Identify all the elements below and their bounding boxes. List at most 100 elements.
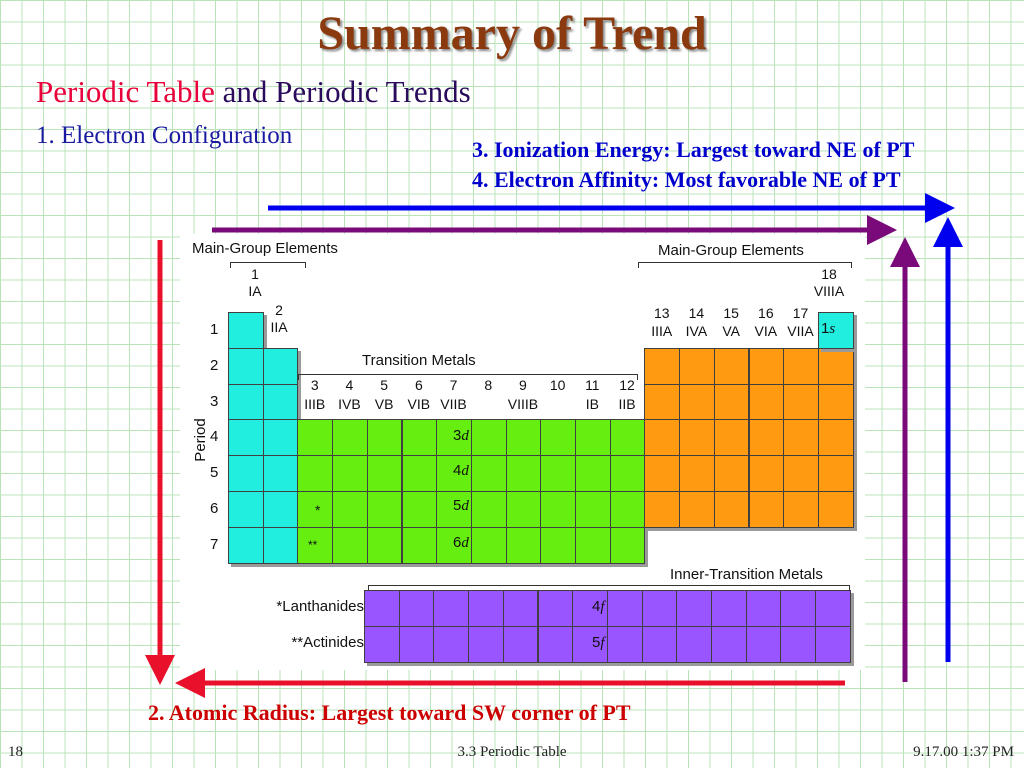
group-number: 17 [792, 305, 809, 321]
group-label: 12 IIB [606, 376, 649, 414]
d-block-cell [297, 491, 334, 528]
group-2-roman: IIA [270, 319, 288, 335]
group-2-number: 2 [275, 302, 283, 318]
group-number: 3 [310, 377, 319, 393]
group-roman: IIIA [651, 323, 673, 339]
group-number: 15 [723, 305, 739, 321]
group-1-roman: IA [248, 283, 262, 299]
d-block-cell [540, 491, 576, 528]
item-ionization-energy: 3. Ionization Energy: Largest toward NE … [472, 137, 915, 162]
s-block-cell [228, 455, 264, 492]
p-block-cell [748, 455, 785, 492]
p-block-cell [644, 347, 681, 385]
period-number: 6 [210, 500, 219, 517]
p-block-cell [679, 347, 715, 385]
d-block-cell [366, 526, 403, 564]
main-group-right-bracket [638, 262, 852, 268]
subtitle-periodic-trends: and Periodic Trends [214, 74, 471, 109]
group-label: 3 IIIB [293, 376, 336, 414]
orbital-4d: 4d [453, 462, 469, 480]
orbital-5d: 5d [453, 497, 469, 515]
group-number: 12 [619, 377, 635, 393]
orbital-6d: 6d [453, 534, 469, 552]
group-roman: IVA [685, 323, 708, 339]
group-roman: VIA [754, 323, 778, 339]
p-block-cell [644, 491, 681, 528]
orbital-5d-number: 5 [453, 497, 462, 514]
group-label: 11 IB [571, 376, 614, 414]
p-block-cell [783, 347, 819, 385]
group-number: 11 [585, 377, 600, 393]
group-roman: IIB [618, 396, 636, 412]
d-block-cell [505, 526, 542, 564]
group-number: 13 [653, 305, 670, 321]
s-block-cell [817, 312, 854, 349]
f-block-cell [572, 590, 608, 627]
d-block-cell [470, 491, 507, 528]
f-block-cell [745, 590, 782, 627]
p-block-cell [713, 347, 750, 385]
lanthanide-marker: * [315, 502, 321, 518]
f-block-cell [502, 590, 539, 627]
d-block-cell [436, 491, 472, 528]
period-number: 5 [210, 464, 219, 482]
group-number: 14 [688, 305, 705, 321]
p-block-cell [817, 383, 854, 421]
f-block-cell [676, 590, 712, 627]
f-block-cell [572, 625, 608, 663]
group-roman: VIIIB [507, 396, 539, 412]
d-block-cell [609, 526, 646, 564]
inner-transition-label: Inner-Transition Metals [670, 566, 823, 583]
group-roman: VB [374, 396, 394, 412]
slide-title: Summary of Trend [317, 7, 707, 60]
orbital-1s-number: 1 [821, 320, 830, 337]
inner-transition-bracket [368, 585, 850, 591]
group-roman: VIB [407, 396, 431, 412]
d-block-cell [540, 526, 576, 564]
d-block-cell [575, 526, 611, 564]
f-block-cell [815, 625, 851, 663]
actinides-label: **Actinides [291, 634, 364, 651]
lanthanides-label: *Lanthanides [276, 598, 364, 615]
f-block-cell [364, 590, 400, 627]
f-block-cell [780, 625, 817, 663]
p-block-cell [713, 455, 750, 492]
group-label: 8 [467, 376, 510, 395]
footer-title: 3.3 Periodic Table [457, 744, 567, 760]
f-block-cell [815, 590, 851, 627]
group-roman: IIIB [304, 396, 326, 412]
group-roman: VA [722, 323, 740, 339]
item-electron-affinity: 4. Electron Affinity: Most favorable NE … [472, 167, 901, 192]
f-block-cell [364, 625, 400, 663]
orbital-3d-number: 3 [453, 427, 462, 444]
group-number: 10 [549, 377, 566, 393]
group-number: 16 [758, 305, 774, 321]
main-group-right-label: Main-Group Elements [658, 242, 804, 259]
f-block-cell [433, 625, 470, 663]
period-number: 7 [210, 535, 219, 553]
p-block-cell [679, 491, 715, 528]
group-label: 9 VIIIB [502, 376, 545, 414]
p-block-cell [783, 491, 819, 528]
s-block-cell [262, 347, 299, 385]
d-block-cell [505, 491, 542, 528]
orbital-3d-letter: d [461, 428, 469, 444]
footer-date: 9.17.00 1:37 PM [913, 744, 1014, 760]
p-block-cell [817, 419, 854, 457]
orbital-1s: 1s [821, 320, 835, 338]
orbital-1s-letter: s [829, 321, 836, 337]
p-block-cell [679, 455, 715, 492]
group-label: 14 IVA [675, 304, 718, 340]
group-number: 9 [519, 377, 527, 393]
p-block-cell [713, 419, 750, 457]
group-1-number: 1 [251, 266, 259, 282]
period-number: 4 [210, 428, 219, 446]
orbital-4f: 4f [592, 598, 605, 616]
d-block-cell [609, 491, 646, 528]
group-label: 17 VIIA [779, 304, 822, 340]
group-roman: IB [585, 396, 599, 412]
d-block-cell [540, 419, 576, 457]
group-roman: VIIA [787, 323, 814, 339]
d-block-cell [575, 455, 611, 492]
group-2-label: 2 IIA [264, 302, 294, 336]
